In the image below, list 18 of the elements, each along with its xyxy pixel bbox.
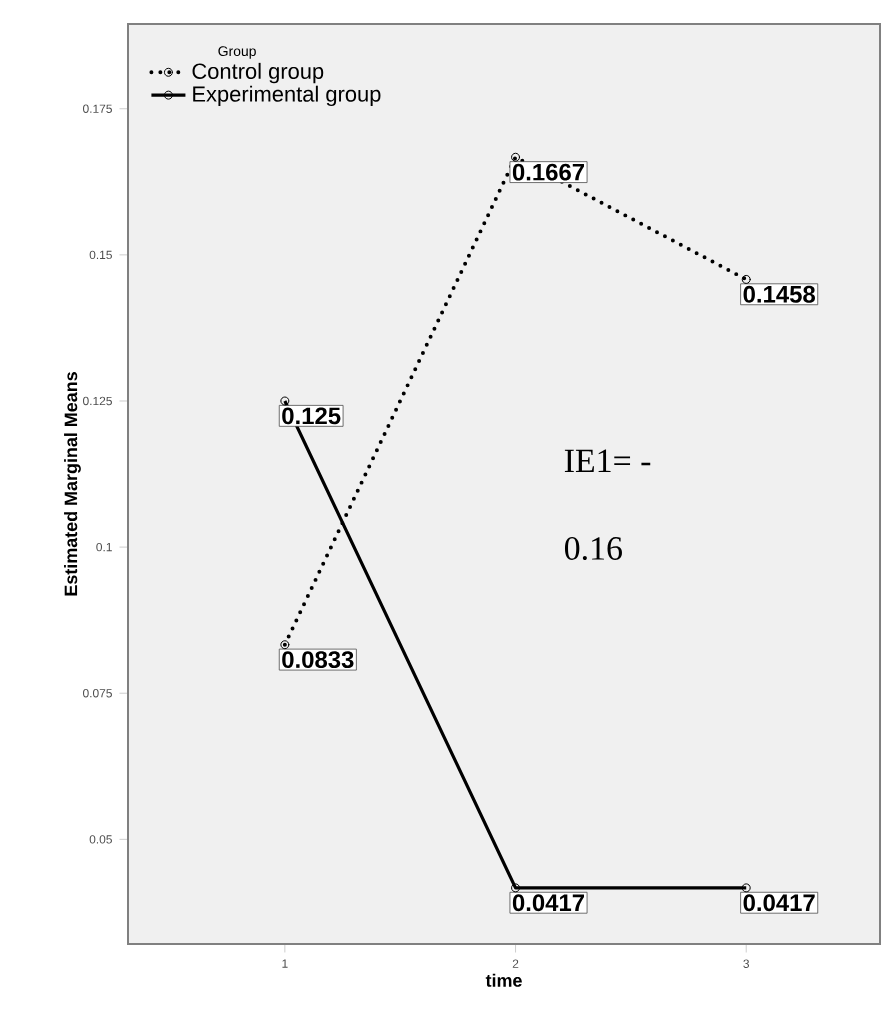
- annotation: 0.16: [564, 537, 622, 561]
- point: [280, 396, 290, 406]
- data-label: 0.125: [282, 407, 341, 425]
- data-label: 0.0417: [743, 894, 815, 912]
- data-label: 0.1458: [743, 285, 815, 303]
- data-label: 0.0417: [512, 894, 585, 912]
- point: [280, 640, 290, 650]
- point: [511, 883, 521, 893]
- point: [741, 274, 751, 284]
- point: [741, 883, 751, 893]
- data-label: 0.1667: [512, 163, 585, 181]
- y-axis-title: Estimated Marginal Means: [64, 372, 81, 596]
- legend-label: Control group: [192, 62, 324, 84]
- legend-label: Experimental group: [193, 85, 381, 107]
- data-label: 0.0833: [282, 651, 354, 669]
- x-axis-title: time: [485, 973, 522, 987]
- annotation: IE1= -: [564, 449, 651, 472]
- point: [511, 152, 521, 162]
